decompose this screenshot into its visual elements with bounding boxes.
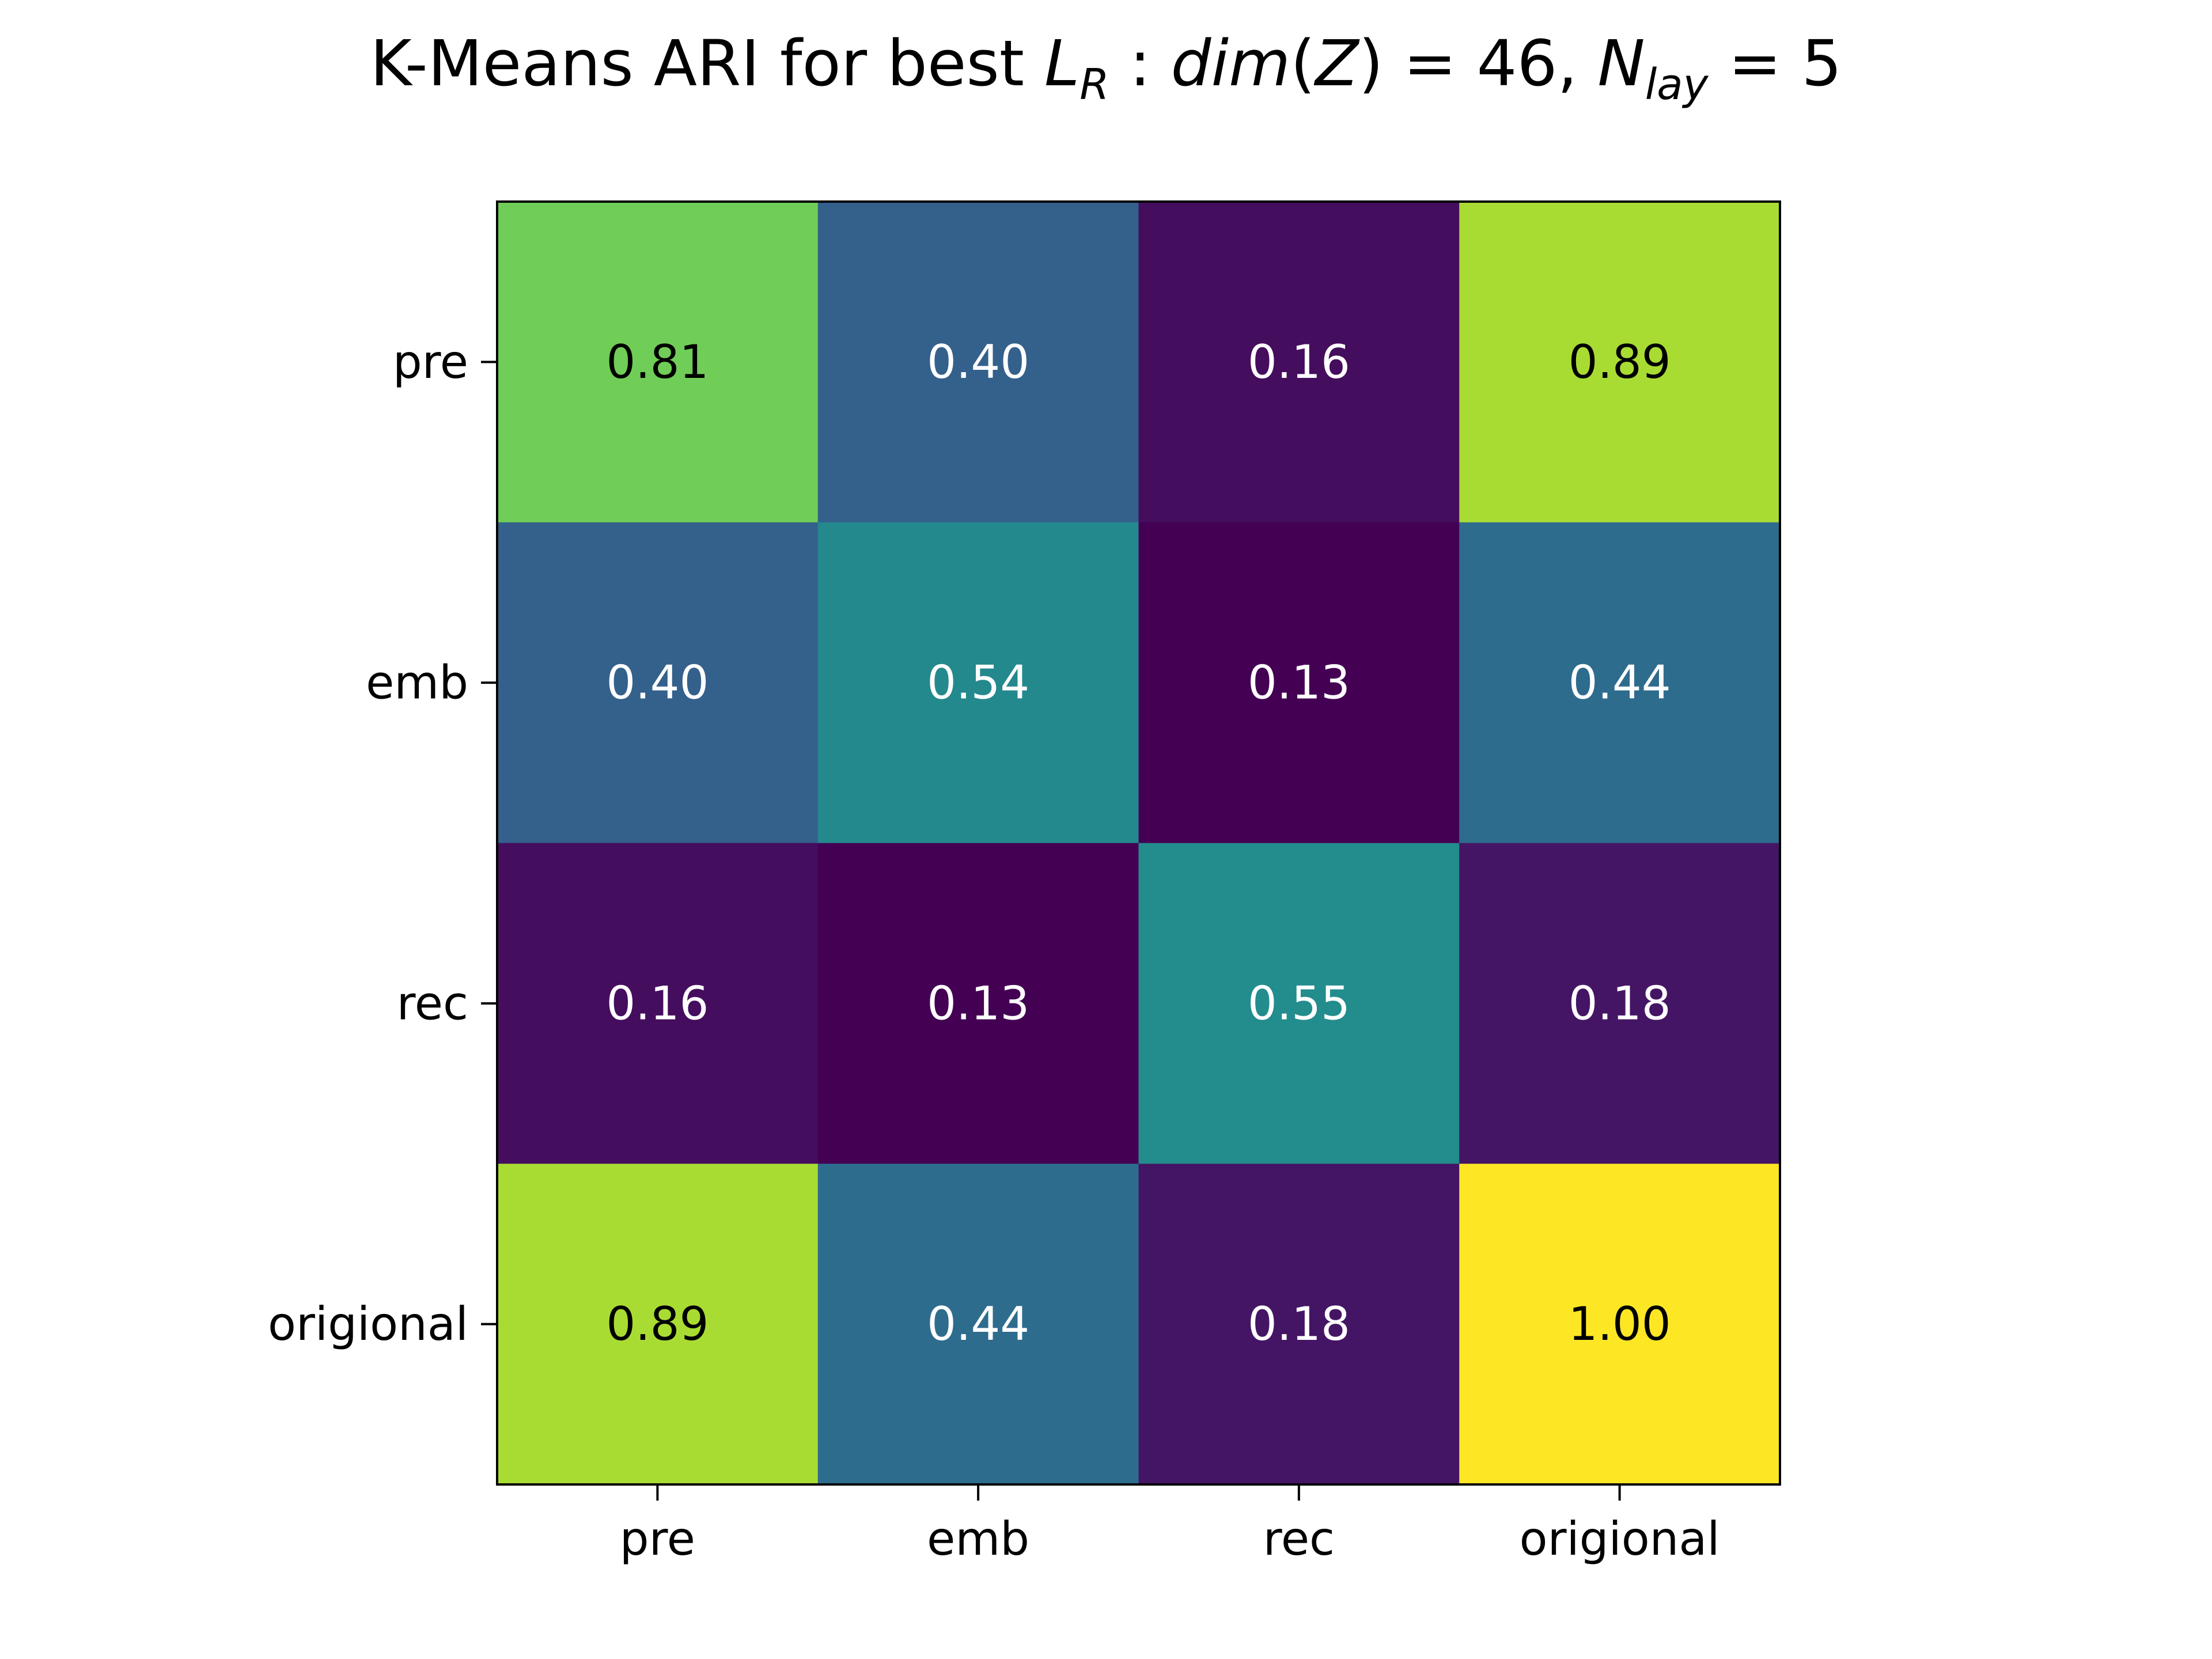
heatmap-cell — [1459, 843, 1781, 1164]
y-axis: pre emb rec origional — [268, 335, 497, 1351]
title-lr-base: L — [1044, 26, 1080, 100]
heatmap-cell — [817, 202, 1139, 523]
cell-value-label: 0.81 — [606, 335, 709, 389]
cell-value-label: 0.89 — [1569, 335, 1671, 389]
cell-value-label: 0.54 — [927, 656, 1029, 710]
heatmap-cell — [817, 522, 1139, 843]
heatmap-cell — [497, 522, 819, 843]
cell-value-label: 0.40 — [606, 656, 709, 710]
plot-frame — [496, 200, 1781, 1486]
title-dim-close: ) — [1358, 26, 1383, 100]
heatmap-cell — [817, 1164, 1139, 1485]
heatmap-cell — [1459, 202, 1781, 523]
y-tick-label: origional — [268, 1297, 468, 1351]
cell-value-label: 0.18 — [1248, 1297, 1350, 1351]
cell-value-label: 1.00 — [1569, 1297, 1671, 1351]
x-tick-label: rec — [1263, 1512, 1335, 1566]
title-lr-sub: R — [1080, 60, 1109, 109]
heatmap-cell — [1138, 202, 1460, 523]
title-n-sub: lay — [1645, 60, 1709, 109]
x-tick-label: origional — [1520, 1512, 1720, 1566]
x-tick-label: emb — [927, 1512, 1029, 1566]
title-prefix: K-Means ARI for best — [370, 26, 1044, 100]
heatmap-cell — [817, 843, 1139, 1164]
cell-value-label: 0.55 — [1248, 976, 1350, 1030]
cell-value-label: 0.16 — [606, 976, 709, 1030]
cell-value-label: 0.16 — [1248, 335, 1350, 389]
title-eq1: = 46, — [1383, 26, 1597, 100]
cell-value-label: 0.18 — [1569, 976, 1671, 1030]
heatmap-cell — [1459, 522, 1781, 843]
x-axis: pre emb rec origional — [620, 1484, 1720, 1566]
y-tick-label: emb — [366, 656, 468, 710]
title-n-base: N — [1597, 26, 1645, 100]
heatmap-cell — [497, 1164, 819, 1485]
heatmap-cell — [497, 202, 819, 523]
cell-value-label: 0.44 — [927, 1297, 1029, 1351]
title-eq2: = 5 — [1708, 26, 1842, 100]
cell-value-label: 0.13 — [927, 976, 1029, 1030]
heatmap-cell — [1138, 843, 1460, 1164]
cell-value-label: 0.44 — [1569, 656, 1671, 710]
heatmap-cell-labels: 0.81 0.40 0.16 0.89 0.40 0.54 0.13 0.44 0.16 0.13… — [606, 335, 1671, 1351]
x-tick-label: pre — [620, 1512, 695, 1566]
cell-value-label: 0.13 — [1248, 656, 1350, 710]
title-separator: : — [1109, 26, 1171, 100]
chart-title: K-Means ARI for best LR : dim(Z) = 46, N… — [370, 26, 1842, 109]
cell-value-label: 0.40 — [927, 335, 1029, 389]
heatmap-cell — [1138, 522, 1460, 843]
cell-value-label: 0.89 — [606, 1297, 709, 1351]
title-dim-var: Z — [1313, 26, 1360, 100]
heatmap-cell — [497, 843, 819, 1164]
title-dim-text: dim — [1171, 26, 1291, 100]
y-tick-label: pre — [393, 335, 468, 389]
title-dim-open: ( — [1290, 26, 1315, 100]
heatmap-cell — [1138, 1164, 1460, 1485]
y-tick-label: rec — [397, 976, 468, 1030]
heatmap-cells — [497, 202, 1781, 1485]
heatmap-cell — [1459, 1164, 1781, 1485]
